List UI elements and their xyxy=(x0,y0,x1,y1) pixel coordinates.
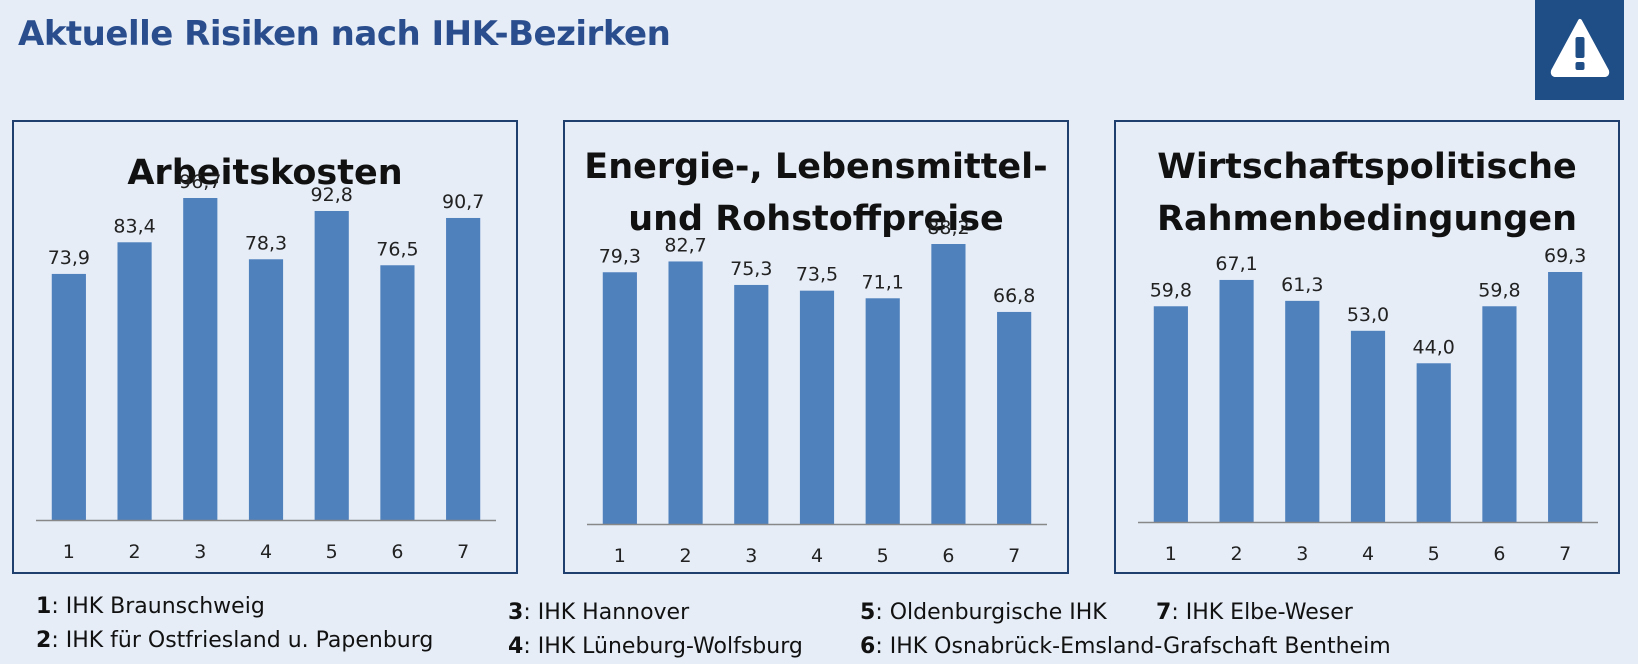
data-label: 73,5 xyxy=(796,264,838,286)
bar xyxy=(800,291,834,524)
data-label: 67,1 xyxy=(1215,253,1257,275)
chart-title: Rahmenbedingungen xyxy=(1157,199,1577,239)
legend-item-7: 7: IHK Elbe-Weser xyxy=(1156,600,1353,625)
bar xyxy=(52,274,86,520)
bar xyxy=(997,312,1031,524)
warning-badge xyxy=(1535,0,1624,100)
legend-number: 3 xyxy=(508,600,523,625)
data-label: 59,8 xyxy=(1150,279,1192,301)
data-label: 61,3 xyxy=(1281,274,1323,296)
data-label: 75,3 xyxy=(730,258,772,280)
legend-text: : IHK Osnabrück-Emsland-Grafschaft Benth… xyxy=(875,634,1390,659)
chart-title: Arbeitskosten xyxy=(127,153,402,193)
data-label: 92,8 xyxy=(311,184,353,206)
chart-title: Energie-, Lebensmittel- xyxy=(584,147,1047,187)
chart-panel-rahmenbedingungen: Wirtschaftspolitische Rahmenbedingungen 59… xyxy=(1114,120,1620,574)
legend-item-3: 3: IHK Hannover xyxy=(508,600,689,625)
bar xyxy=(1482,306,1516,522)
legend-text: : IHK Hannover xyxy=(523,600,689,625)
x-tick-label: 6 xyxy=(1493,543,1505,565)
chart-panel-arbeitskosten: Arbeitskosten 73,9 1 83,4 2 96,7 3 78,3 4 92,8 5 76… xyxy=(12,120,518,574)
x-tick-label: 5 xyxy=(877,545,889,567)
data-label: 69,3 xyxy=(1544,245,1586,267)
x-tick-label: 2 xyxy=(1231,543,1243,565)
legend-text: : IHK für Ostfriesland u. Papenburg xyxy=(51,628,433,653)
x-tick-label: 4 xyxy=(811,545,823,567)
bar xyxy=(446,218,480,520)
chart-title: Wirtschaftspolitische xyxy=(1157,147,1577,187)
x-tick-label: 3 xyxy=(1296,543,1308,565)
data-label: 53,0 xyxy=(1347,304,1389,326)
page-title: Aktuelle Risiken nach IHK-Bezirken xyxy=(18,14,670,54)
x-tick-label: 1 xyxy=(63,541,75,563)
x-tick-label: 4 xyxy=(260,541,272,563)
data-label: 73,9 xyxy=(48,247,90,269)
legend-number: 5 xyxy=(860,600,875,625)
bar xyxy=(668,261,702,524)
legend-item-1: 1: IHK Braunschweig xyxy=(36,594,265,619)
legend-number: 7 xyxy=(1156,600,1171,625)
bar xyxy=(315,211,349,520)
x-tick-label: 3 xyxy=(194,541,206,563)
legend-text: : IHK Lüneburg-Wolfsburg xyxy=(523,634,803,659)
x-tick-label: 1 xyxy=(614,545,626,567)
x-tick-label: 4 xyxy=(1362,543,1374,565)
legend-item-2: 2: IHK für Ostfriesland u. Papenburg xyxy=(36,628,433,653)
x-tick-label: 7 xyxy=(1559,543,1571,565)
data-label: 88,2 xyxy=(927,217,969,239)
bar-chart: Wirtschaftspolitische Rahmenbedingungen 59… xyxy=(1116,122,1618,572)
bar-chart: Arbeitskosten73,9183,4296,7378,3492,8576… xyxy=(14,122,516,572)
bar xyxy=(1219,280,1253,522)
legend-item-5: 5: Oldenburgische IHK xyxy=(860,600,1107,625)
x-tick-label: 6 xyxy=(942,545,954,567)
data-label: 96,7 xyxy=(179,171,221,193)
legend-number: 6 xyxy=(860,634,875,659)
data-label: 78,3 xyxy=(245,232,287,254)
x-tick-label: 6 xyxy=(391,541,403,563)
bar xyxy=(931,244,965,524)
data-label: 71,1 xyxy=(862,271,904,293)
warning-icon xyxy=(1550,17,1610,81)
bar xyxy=(1285,301,1319,522)
legend-item-4: 4: IHK Lüneburg-Wolfsburg xyxy=(508,634,803,659)
legend-text: : Oldenburgische IHK xyxy=(875,600,1106,625)
bar xyxy=(1548,272,1582,522)
legend-text: : IHK Braunschweig xyxy=(51,594,264,619)
data-label: 82,7 xyxy=(664,234,706,256)
x-tick-label: 2 xyxy=(680,545,692,567)
legend-number: 4 xyxy=(508,634,523,659)
bar xyxy=(1351,331,1385,522)
chart-panel-energie-preise: Energie-, Lebensmittel-und Rohstoffpreis… xyxy=(563,120,1069,574)
legend-item-6: 6: IHK Osnabrück-Emsland-Grafschaft Bent… xyxy=(860,634,1391,659)
x-tick-label: 1 xyxy=(1165,543,1177,565)
x-tick-label: 5 xyxy=(1428,543,1440,565)
x-tick-label: 2 xyxy=(129,541,141,563)
bar xyxy=(183,198,217,520)
bar xyxy=(380,265,414,520)
bar xyxy=(249,259,283,520)
x-tick-label: 3 xyxy=(745,545,757,567)
bar xyxy=(1154,306,1188,522)
x-tick-label: 7 xyxy=(457,541,469,563)
legend-number: 2 xyxy=(36,628,51,653)
x-tick-label: 5 xyxy=(326,541,338,563)
data-label: 76,5 xyxy=(376,238,418,260)
bar-chart: Energie-, Lebensmittel-und Rohstoffpreis… xyxy=(565,122,1067,572)
bar xyxy=(603,272,637,524)
data-label: 83,4 xyxy=(113,215,155,237)
data-label: 59,8 xyxy=(1478,279,1520,301)
legend-text: : IHK Elbe-Weser xyxy=(1171,600,1352,625)
x-tick-label: 7 xyxy=(1008,545,1020,567)
bar xyxy=(117,242,151,520)
legend-number: 1 xyxy=(36,594,51,619)
data-label: 44,0 xyxy=(1413,336,1455,358)
data-label: 66,8 xyxy=(993,285,1035,307)
bar xyxy=(866,298,900,524)
bar xyxy=(1417,363,1451,522)
data-label: 79,3 xyxy=(599,245,641,267)
data-label: 90,7 xyxy=(442,191,484,213)
bar xyxy=(734,285,768,524)
